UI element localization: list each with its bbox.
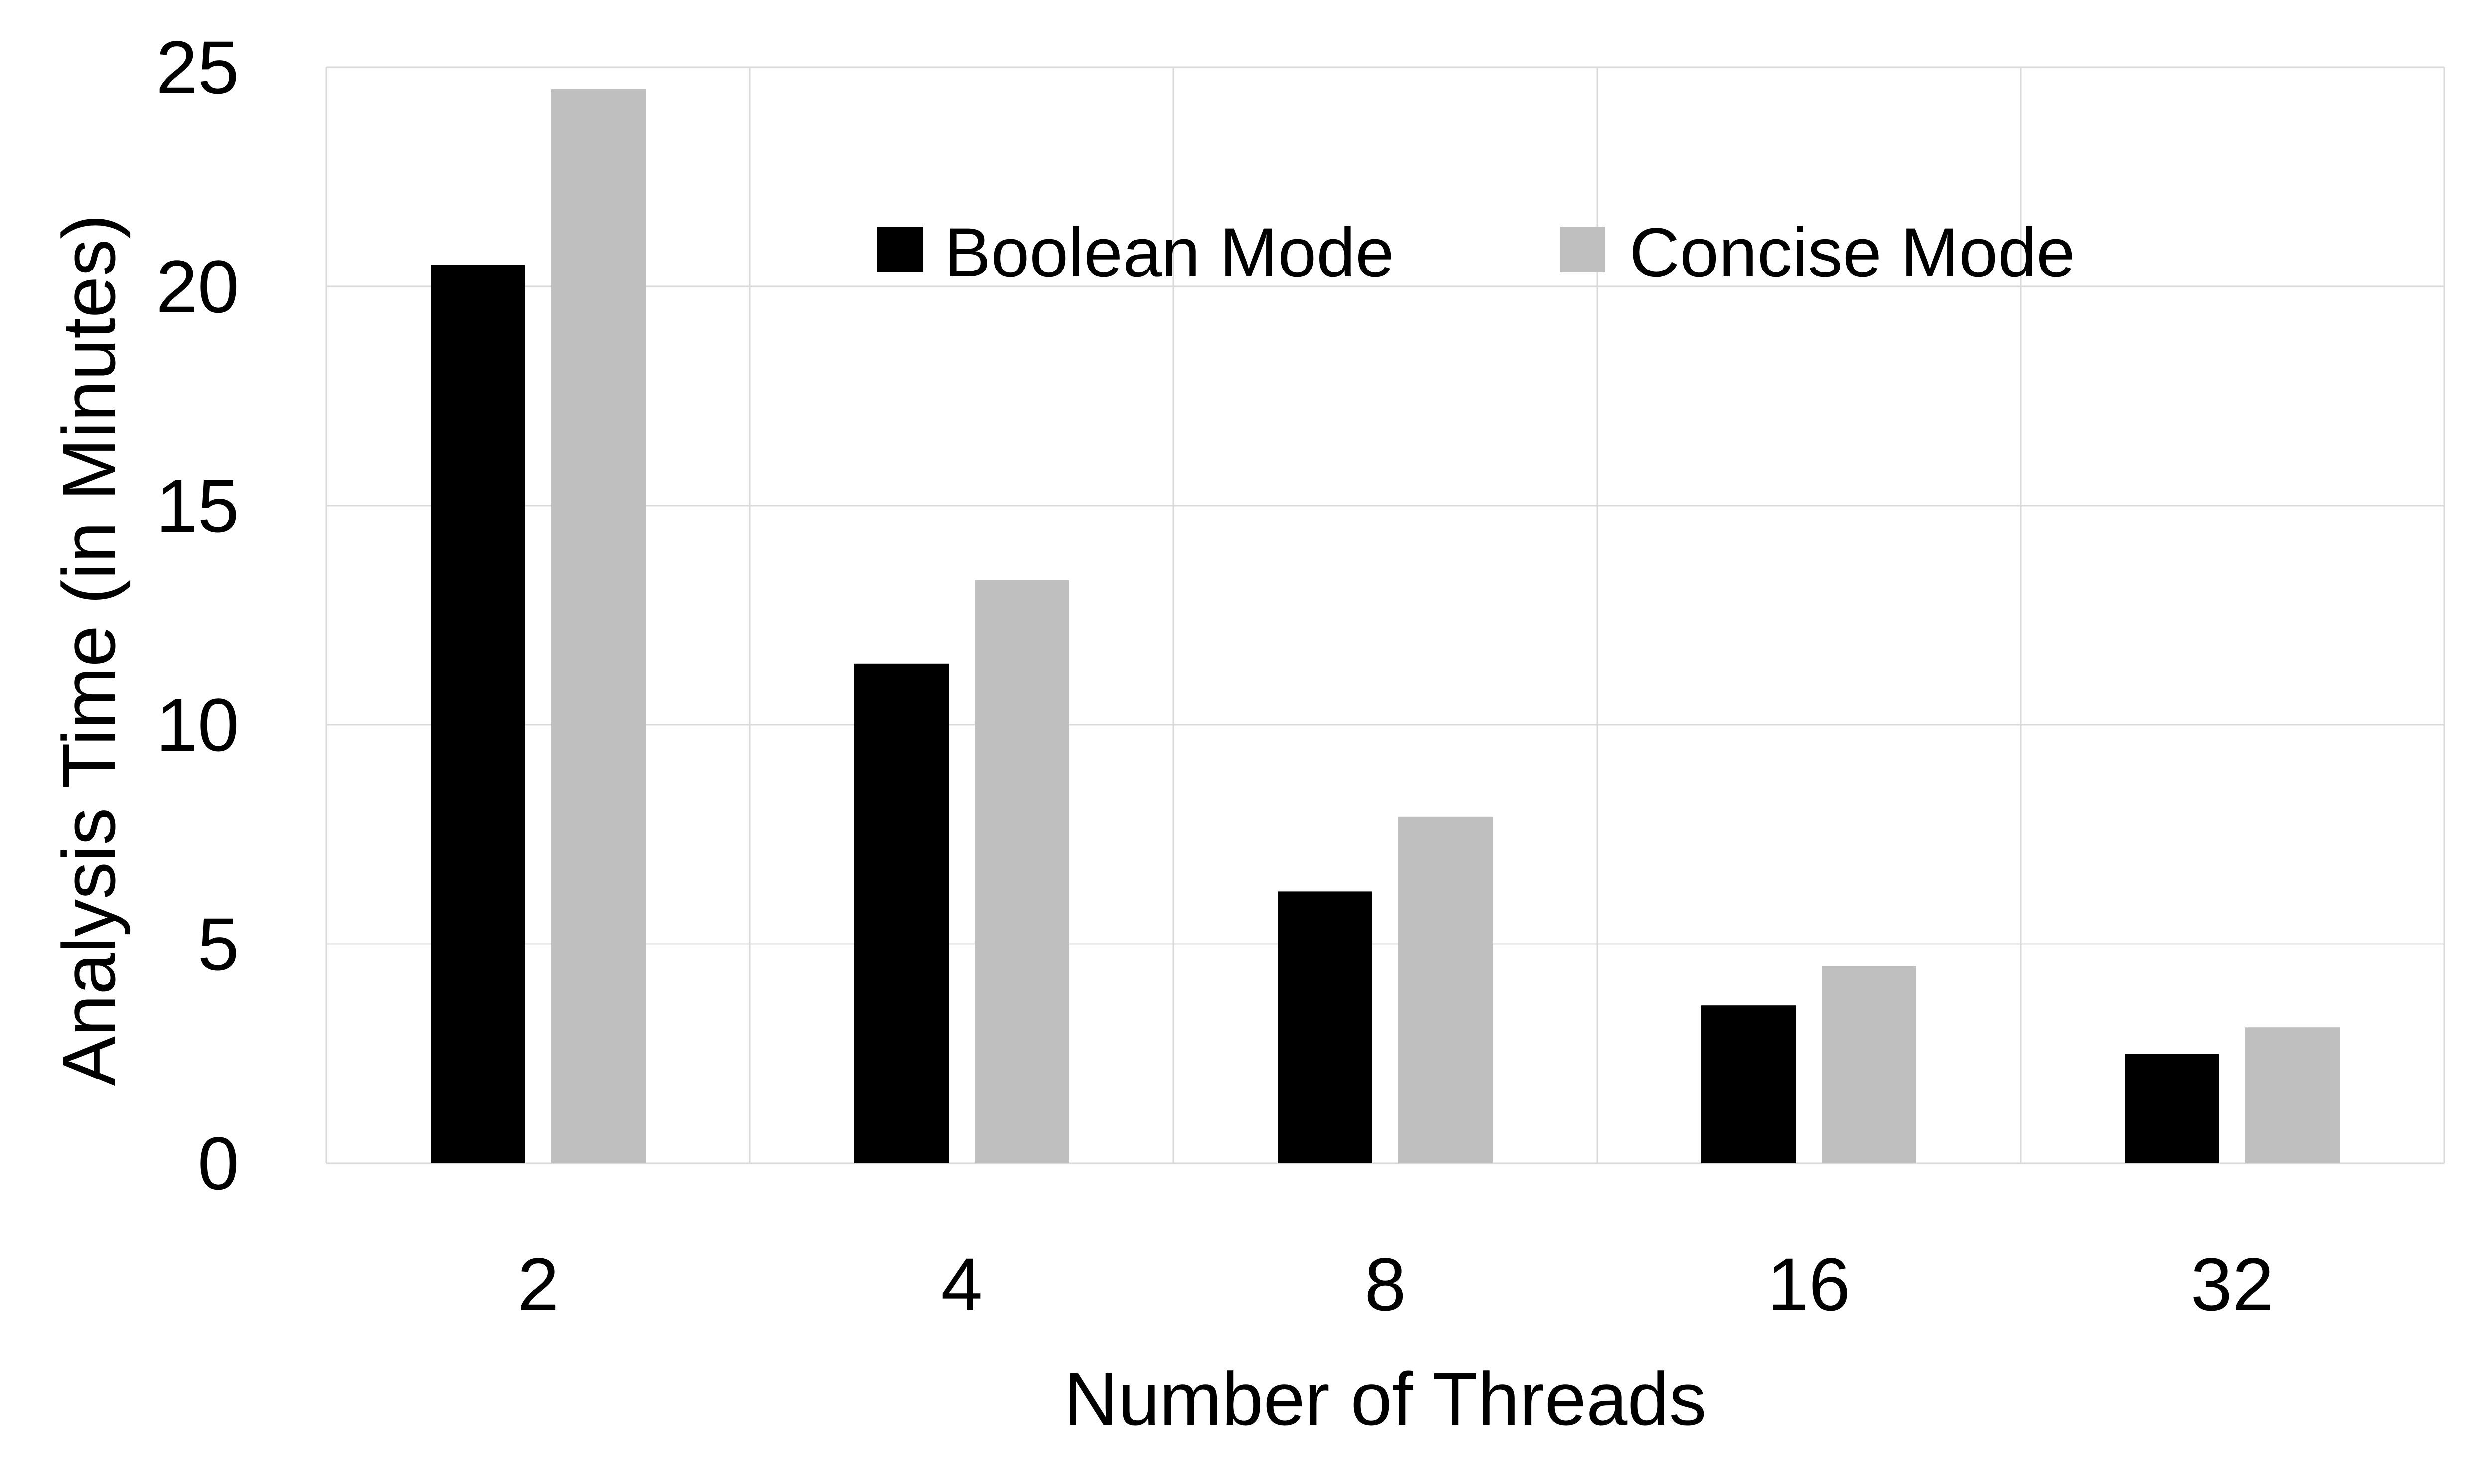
bar-concise-4: [975, 580, 1069, 1163]
y-tick-label: 15: [156, 464, 239, 547]
y-tick-label: 5: [198, 902, 239, 986]
bar-boolean-8: [1278, 891, 1372, 1163]
y-tick-label: 0: [198, 1121, 239, 1205]
gridlines: [325, 66, 2445, 1164]
bar-concise-32: [2245, 1027, 2340, 1163]
bar-boolean-4: [854, 663, 949, 1163]
legend-label-concise: Concise Mode: [1629, 213, 2075, 291]
bar-boolean-32: [2125, 1054, 2219, 1163]
y-tick-label: 25: [156, 25, 239, 109]
bar-boolean-16: [1701, 1005, 1796, 1163]
legend: Boolean Mode Concise Mode: [877, 213, 2075, 291]
bar-concise-8: [1398, 816, 1493, 1163]
legend-swatch-concise: [1560, 227, 1605, 272]
y-axis-label: Analysis Time (in Minutes): [47, 214, 131, 1086]
bars: [431, 89, 2340, 1163]
bar-concise-16: [1822, 966, 1916, 1163]
y-tick-labels: 0 5 10 15 20 25: [156, 25, 239, 1205]
y-tick-label: 10: [156, 683, 239, 767]
y-tick-label: 20: [156, 245, 239, 328]
legend-swatch-boolean: [877, 227, 923, 272]
legend-label-boolean: Boolean Mode: [944, 213, 1394, 291]
x-tick-label: 32: [2191, 1242, 2274, 1326]
x-tick-label: 8: [1364, 1242, 1406, 1326]
x-tick-label: 4: [941, 1242, 982, 1326]
bar-concise-2: [551, 89, 646, 1163]
x-tick-labels: 2 4 8 16 32: [517, 1242, 2274, 1326]
x-tick-label: 2: [517, 1242, 559, 1326]
x-tick-label: 16: [1767, 1242, 1851, 1326]
bar-boolean-2: [431, 265, 525, 1163]
x-axis-label: Number of Threads: [1064, 1357, 1707, 1441]
